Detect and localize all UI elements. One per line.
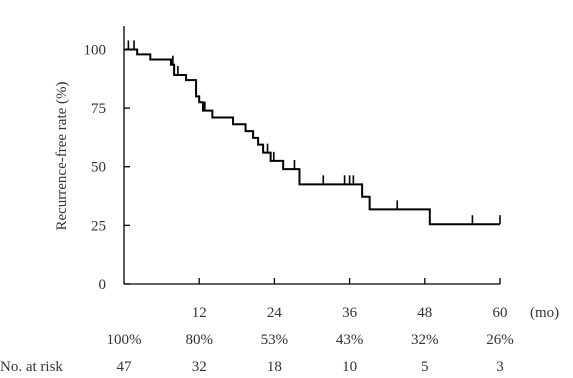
x-axis-unit: (mo) bbox=[530, 305, 559, 321]
censor-marks bbox=[127, 40, 501, 225]
risk-count: 3 bbox=[496, 359, 504, 375]
risk-table-row: 47 32 18 10 5 3 bbox=[117, 359, 504, 375]
x-ticks: 12 24 36 48 60 bbox=[192, 278, 508, 321]
x-tick-label: 48 bbox=[417, 305, 432, 321]
risk-count: 18 bbox=[267, 359, 282, 375]
x-tick-label: 60 bbox=[493, 305, 508, 321]
x-tick-label: 36 bbox=[342, 305, 358, 321]
risk-count: 5 bbox=[421, 359, 429, 375]
y-tick-label: 0 bbox=[99, 277, 107, 293]
y-tick-label: 75 bbox=[91, 101, 106, 117]
survival-percent: 43% bbox=[336, 332, 364, 348]
survival-percent-row: 100% 80% 53% 43% 32% 26% bbox=[107, 332, 514, 348]
y-tick-label: 100 bbox=[84, 42, 107, 58]
y-tick-label: 50 bbox=[91, 160, 106, 176]
survival-percent: 32% bbox=[411, 332, 439, 348]
km-step-line bbox=[124, 48, 500, 226]
y-axis-label: Recurrence-free rate (%) bbox=[54, 81, 70, 230]
y-tick-label: 25 bbox=[91, 218, 106, 234]
survival-percent: 100% bbox=[107, 332, 142, 348]
risk-count: 10 bbox=[342, 359, 357, 375]
risk-count: 47 bbox=[117, 359, 133, 375]
survival-percent: 26% bbox=[486, 332, 514, 348]
plot-area: 0 25 50 75 100 12 24 36 48 60 bbox=[84, 26, 508, 321]
x-tick-label: 12 bbox=[192, 305, 207, 321]
survival-percent: 53% bbox=[261, 332, 289, 348]
risk-table-label: No. at risk bbox=[0, 359, 63, 375]
x-tick-label: 24 bbox=[267, 305, 283, 321]
survival-percent: 80% bbox=[185, 332, 213, 348]
risk-count: 32 bbox=[192, 359, 207, 375]
y-ticks: 0 25 50 75 100 bbox=[84, 42, 130, 293]
